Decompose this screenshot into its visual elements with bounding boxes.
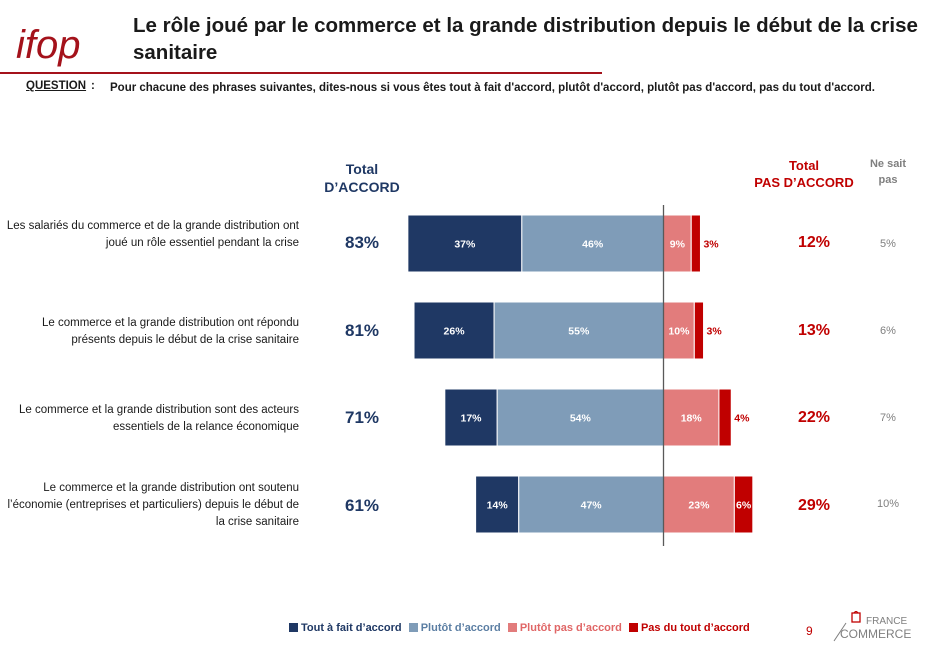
bar-value-label: 47%: [581, 500, 603, 512]
svg-text:COMMERCE: COMMERCE: [840, 627, 911, 641]
ne-sait-pas-value: 7%: [880, 412, 896, 424]
bar-value-label: 26%: [444, 326, 466, 338]
header-total-accord: Total D’ACCORD: [324, 161, 400, 195]
bar-plutot-pas: [663, 301, 695, 360]
bag-icon: [851, 612, 861, 623]
legend-swatch: [628, 623, 638, 632]
bar-value-label: 55%: [568, 326, 590, 338]
page-title: Le rôle joué par le commerce et la grand…: [133, 14, 918, 64]
ne-sait-pas-value: 6%: [880, 325, 896, 337]
row-label: Le commerce et la grande distribution on…: [7, 482, 300, 528]
legend-item: Plutôt pas d’accord: [507, 622, 622, 634]
bar-value-label: 3%: [707, 326, 723, 338]
question-text: Pour chacune des phrases suivantes, dite…: [110, 82, 875, 94]
ne-sait-pas-value: 10%: [876, 498, 900, 510]
total-pas-accord-value: 13%: [797, 322, 831, 339]
legend-item: Pas du tout d’accord: [628, 622, 750, 634]
bar-pas-du-tout: [693, 301, 705, 360]
chart-legend: Tout à fait d’accord Plutôt d’accord Plu…: [289, 622, 754, 634]
total-accord-value: 83%: [344, 233, 380, 252]
bar-value-label: 17%: [460, 413, 482, 425]
question-label: QUESTION: [26, 80, 87, 92]
bar-plutot-pas: [663, 214, 692, 273]
bar-plutot: [521, 214, 664, 273]
legend-item: Plutôt d’accord: [408, 622, 501, 634]
bar-value-label: 37%: [454, 239, 476, 251]
legend-item: Tout à fait d’accord: [289, 622, 402, 634]
total-pas-accord-value: 12%: [797, 234, 831, 251]
total-accord-value: 71%: [344, 408, 380, 427]
svg-text:FRANCE: FRANCE: [866, 616, 907, 627]
bar-pas-du-tout: [690, 214, 701, 273]
france-commerce-logo: FRANCE COMMERCE: [833, 611, 911, 642]
row-label: Le commerce et la grande distribution on…: [42, 317, 299, 346]
bar-tout-a-fait: [413, 301, 495, 360]
total-accord-value: 81%: [344, 321, 380, 340]
bar-value-label: 18%: [681, 413, 703, 425]
bar-value-label: 14%: [487, 500, 509, 512]
bar-pas-du-tout: [718, 388, 732, 447]
total-pas-accord-value: 29%: [797, 497, 831, 514]
legend-swatch: [408, 623, 418, 632]
svg-text:ifop: ifop: [16, 23, 81, 67]
bar-value-label: 6%: [736, 500, 752, 512]
bar-value-label: 9%: [670, 239, 686, 251]
total-accord-value: 61%: [344, 496, 380, 515]
bar-tout-a-fait: [475, 475, 520, 534]
bar-value-label: 4%: [734, 413, 750, 425]
question-colon: :: [91, 80, 95, 92]
legend-swatch: [507, 623, 517, 632]
bar-tout-a-fait: [444, 388, 498, 447]
bar-value-label: 10%: [668, 326, 690, 338]
bar-plutot: [518, 475, 664, 534]
bar-value-label: 23%: [688, 500, 710, 512]
title-divider: [0, 72, 602, 74]
header-total-pas-accord: Total PAS D’ACCORD: [754, 158, 854, 190]
page-number: 9: [806, 624, 813, 638]
bar-plutot-pas: [663, 475, 735, 534]
bar-value-label: 46%: [582, 239, 604, 251]
total-pas-accord-value: 22%: [797, 409, 831, 426]
bar-pas-du-tout: [733, 475, 754, 534]
header-ne-sait-pas: Ne sait pas: [869, 158, 907, 186]
bar-plutot: [496, 388, 664, 447]
legend-swatch: [289, 623, 298, 632]
bar-value-label: 54%: [570, 413, 592, 425]
ne-sait-pas-value: 5%: [880, 238, 896, 250]
row-label: Le commerce et la grande distribution so…: [19, 404, 299, 433]
bar-value-label: 3%: [703, 239, 719, 251]
bar-plutot: [493, 301, 664, 360]
ifop-logo: ifop: [16, 23, 81, 67]
row-label: Les salariés du commerce et de la grande…: [6, 220, 299, 249]
bar-tout-a-fait: [407, 214, 523, 273]
